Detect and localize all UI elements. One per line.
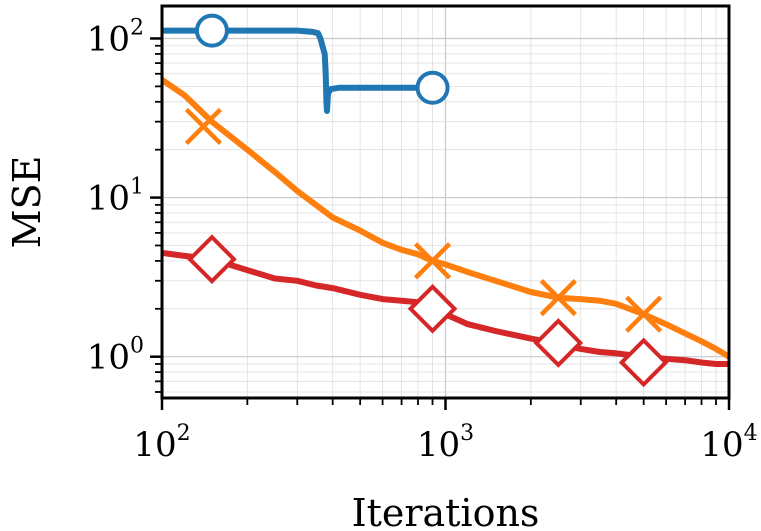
series-markers <box>184 13 669 388</box>
red-diamond-marker <box>618 337 669 388</box>
red-diamond-marker <box>533 318 584 368</box>
y-tick-label: 102 <box>87 15 144 59</box>
red-diamond-marker <box>187 234 237 285</box>
x-tick-label: 103 <box>417 421 474 465</box>
tick-labels: 102 103 104 100 101 102 <box>87 15 758 465</box>
x-axis-label: Iterations <box>352 491 540 531</box>
orange-series-line <box>162 76 729 360</box>
axis-ticks <box>150 37 731 410</box>
orange-x-marker <box>539 279 577 317</box>
orange-x-marker <box>413 242 452 280</box>
orange-x-marker <box>184 107 223 146</box>
blue-circle-marker <box>415 70 450 105</box>
y-tick-label: 100 <box>87 334 144 378</box>
red-diamond-marker <box>407 283 458 334</box>
y-axis-label: MSE <box>5 156 49 249</box>
orange-x-marker <box>625 295 663 333</box>
blue-circle-marker <box>194 13 229 48</box>
blue-series-line <box>162 27 436 114</box>
y-tick-label: 101 <box>87 175 144 219</box>
x-tick-label: 102 <box>133 421 190 465</box>
x-tick-label: 104 <box>700 421 757 465</box>
